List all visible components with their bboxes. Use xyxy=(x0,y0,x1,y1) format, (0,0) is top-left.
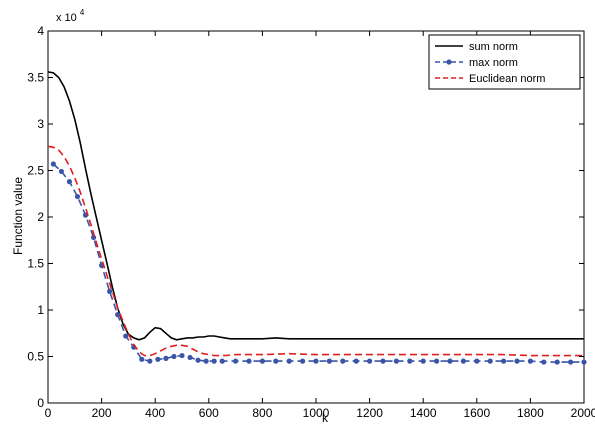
y-axis-exponent-base: x 10 xyxy=(56,12,77,24)
series-marker-1 xyxy=(187,354,193,361)
series-marker-1 xyxy=(460,358,466,364)
series-marker-1 xyxy=(514,358,520,364)
axes-frame xyxy=(47,30,585,404)
series-marker-1 xyxy=(393,358,399,364)
y-axis-exponent-power: 4 xyxy=(80,8,85,17)
series-marker-1 xyxy=(581,359,587,365)
series-marker-1 xyxy=(313,358,319,364)
series-marker-1 xyxy=(326,358,332,364)
series-marker-1 xyxy=(554,359,560,365)
series-line-0 xyxy=(47,71,584,341)
y-tick-label: 0.5 xyxy=(27,350,44,364)
series-marker-1 xyxy=(367,358,373,364)
x-tick-label: 1000 xyxy=(303,406,330,420)
series-marker-1 xyxy=(568,359,574,365)
series-marker-1 xyxy=(420,358,426,364)
y-tick-label: 4 xyxy=(37,24,44,38)
series-marker-1 xyxy=(527,358,534,364)
series-marker-1 xyxy=(259,358,265,364)
series-marker-1 xyxy=(286,358,292,364)
series-marker-1 xyxy=(340,358,346,364)
series-marker-1 xyxy=(115,312,121,318)
x-tick-label: 1400 xyxy=(410,406,437,420)
series-marker-1 xyxy=(155,356,161,362)
y-tick-label: 2 xyxy=(37,210,44,224)
x-tick-label: 400 xyxy=(145,406,165,420)
x-tick-label: 600 xyxy=(199,406,219,420)
y-axis-exponent-label: x 10 4 xyxy=(56,8,85,24)
x-tick-label: 200 xyxy=(92,406,112,420)
y-tick-label: 2.5 xyxy=(27,164,44,178)
series-marker-1 xyxy=(123,333,129,339)
series-marker-1 xyxy=(163,355,169,361)
series-layer xyxy=(47,71,587,365)
x-tick-label: 2000 xyxy=(571,406,595,420)
legend-entry-1: max norm xyxy=(469,57,518,69)
legend-entry-2: Euclidean norm xyxy=(469,73,545,85)
series-marker-1 xyxy=(50,161,56,167)
series-line-2 xyxy=(47,145,584,357)
series-marker-1 xyxy=(501,358,507,364)
series-marker-1 xyxy=(211,358,217,364)
series-marker-1 xyxy=(407,358,413,364)
series-marker-1 xyxy=(380,358,386,364)
legend-marker-1 xyxy=(446,59,452,65)
y-tick-label: 3.5 xyxy=(27,71,44,85)
series-marker-1 xyxy=(58,168,64,175)
x-tick-label: 800 xyxy=(252,406,272,420)
series-marker-1 xyxy=(474,358,480,364)
series-marker-1 xyxy=(300,358,306,364)
series-marker-1 xyxy=(74,193,81,200)
legend: sum norm max norm Euclidean norm xyxy=(428,34,581,90)
series-marker-1 xyxy=(434,358,440,364)
x-tick-label: 1600 xyxy=(463,406,490,420)
x-tick-label: 1800 xyxy=(517,406,544,420)
series-marker-1 xyxy=(139,356,145,362)
plot-area-box xyxy=(47,30,585,404)
y-axis-label: Function value xyxy=(11,177,25,255)
series-marker-1 xyxy=(107,288,113,294)
series-marker-1 xyxy=(147,358,153,364)
ticks-layer: 0 200 400 600 800 1000 1200 1400 1600 1800 2000 0 0.… xyxy=(27,24,595,420)
series-marker-1 xyxy=(541,359,547,365)
series-marker-1 xyxy=(219,358,225,364)
series-marker-1 xyxy=(233,358,239,364)
y-tick-label: 0 xyxy=(37,396,44,410)
series-marker-1 xyxy=(171,353,177,360)
x-tick-label: 1200 xyxy=(356,406,383,420)
legend-entry-0: sum norm xyxy=(469,41,518,53)
series-marker-1 xyxy=(246,358,252,364)
x-tick-label: 0 xyxy=(45,406,52,420)
series-marker-1 xyxy=(353,358,359,364)
y-tick-label: 1 xyxy=(37,303,44,317)
series-marker-1 xyxy=(195,357,201,363)
series-marker-1 xyxy=(447,358,453,364)
y-tick-label: 3 xyxy=(37,117,44,131)
series-marker-1 xyxy=(203,358,209,364)
series-marker-1 xyxy=(66,179,73,185)
x-axis-label: k xyxy=(322,411,329,425)
series-marker-1 xyxy=(179,352,185,359)
y-tick-label: 1.5 xyxy=(27,257,44,271)
series-marker-1 xyxy=(273,358,279,364)
series-marker-1 xyxy=(487,358,493,364)
